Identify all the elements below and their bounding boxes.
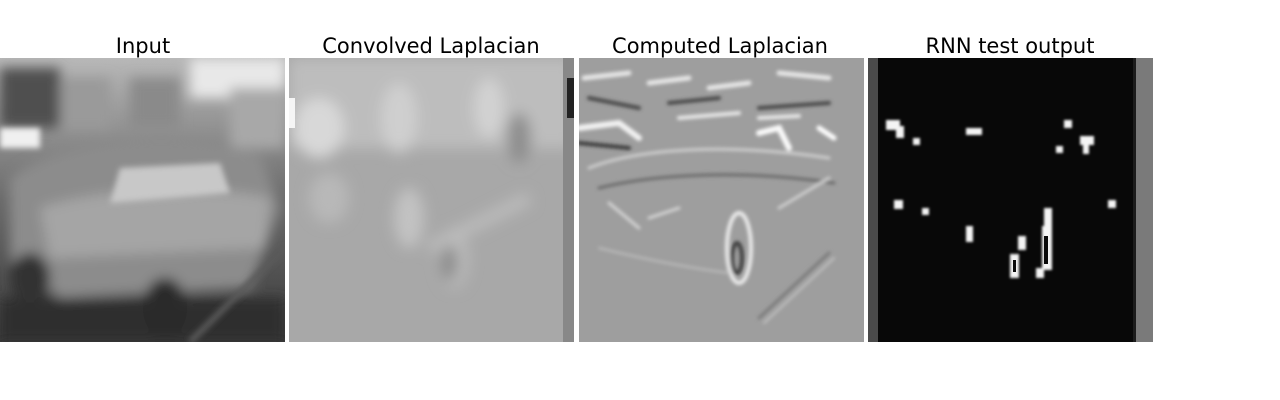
input-image-graphic xyxy=(0,58,285,342)
panel-title-rnn-test-output: RNN test output xyxy=(925,34,1095,58)
computed-laplacian-image xyxy=(579,58,864,342)
rnn-test-output-graphic xyxy=(868,58,1153,342)
panel-title-computed-laplacian: Computed Laplacian xyxy=(612,34,828,58)
rnn-test-output-image xyxy=(868,58,1153,342)
panel-title-convolved-laplacian: Convolved Laplacian xyxy=(322,34,540,58)
panel-title-input: Input xyxy=(115,34,171,58)
input-image xyxy=(0,58,285,342)
computed-laplacian-graphic xyxy=(579,58,864,342)
convolved-laplacian-graphic xyxy=(289,58,574,342)
convolved-laplacian-image xyxy=(289,58,574,342)
